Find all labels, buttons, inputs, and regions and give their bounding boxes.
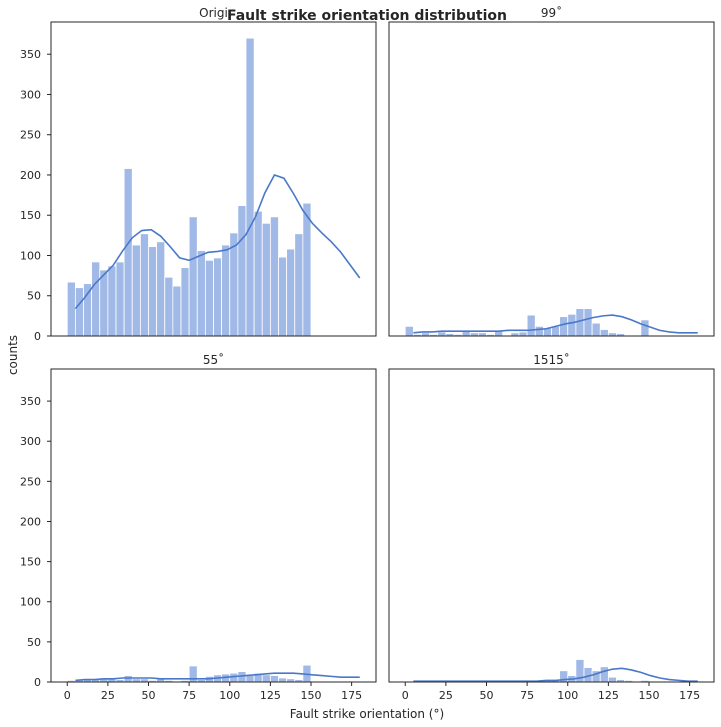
histogram-bar [156, 241, 166, 337]
panel-title: Origi [199, 6, 228, 20]
x-tick-label: 25 [439, 689, 453, 702]
histogram-bar [164, 276, 174, 337]
histogram-bar [278, 677, 288, 683]
x-tick-label: 75 [520, 689, 534, 702]
histogram-bar [286, 248, 296, 337]
histogram-bar [180, 267, 190, 337]
x-tick-label: 50 [142, 689, 156, 702]
histogram-bar [245, 675, 255, 683]
histogram-bar [253, 210, 263, 337]
y-tick-label: 200 [20, 515, 41, 528]
x-tick-label: 125 [598, 689, 619, 702]
y-tick-label: 200 [20, 169, 41, 182]
histogram-bar [139, 233, 149, 337]
histogram-bar [221, 244, 231, 337]
panel-4: 1515˚ 0 25 50 75 100 125 150 175 [388, 352, 715, 702]
histogram-bar [261, 674, 271, 683]
y-tick-label: 100 [20, 249, 41, 262]
x-tick-label: 150 [301, 689, 322, 702]
histogram-bar [269, 216, 279, 337]
y-tick-label: 300 [20, 435, 41, 448]
x-tick-label: 125 [260, 689, 281, 702]
histogram-bar [534, 325, 544, 337]
histogram-bar [518, 331, 528, 337]
panel-2: 99˚ [388, 5, 715, 337]
y-tick-label: 150 [20, 556, 41, 569]
histogram-bar [107, 265, 117, 337]
panel-title: 1515˚ [533, 352, 570, 367]
histogram-bar [188, 665, 198, 683]
histogram-bar [148, 246, 158, 337]
histogram-bar [591, 322, 601, 337]
panel-title: 55˚ [203, 352, 224, 367]
kde-line [413, 667, 698, 683]
y-tick-label: 50 [27, 290, 41, 303]
y-tick-label: 350 [20, 48, 41, 61]
figure-title: Fault strike orientation distribution [227, 8, 507, 24]
y-tick-label: 250 [20, 129, 41, 142]
x-tick-label: 100 [219, 689, 240, 702]
axes-frame [50, 368, 377, 683]
histogram-bar [607, 676, 617, 683]
y-tick-label: 0 [34, 330, 41, 343]
histogram-bar [204, 259, 214, 337]
histogram-bar [583, 308, 593, 337]
histogram-bar [123, 168, 133, 337]
panel-title: 99˚ [541, 5, 562, 20]
y-axis-label: counts [6, 335, 20, 375]
histogram-bar [640, 319, 650, 337]
panel-3: 55˚ 0 50 100 150 200 250 300 350 0 25 50 75 100 125 150… [20, 352, 377, 702]
histogram-bar [172, 285, 182, 337]
histogram-bar [91, 261, 101, 337]
x-tick-label: 75 [182, 689, 196, 702]
axes-frame [388, 368, 715, 683]
histogram-bar [261, 222, 271, 337]
histogram-bar [66, 281, 76, 337]
histogram-bar [245, 37, 255, 337]
kde-line [413, 314, 698, 334]
histogram-bar [269, 675, 279, 683]
histogram-bar [188, 216, 198, 337]
x-tick-label: 50 [480, 689, 494, 702]
y-tick-label: 50 [27, 636, 41, 649]
x-tick-label: 0 [402, 689, 409, 702]
y-tick-label: 350 [20, 395, 41, 408]
panel-1: Origi 0 50 100 150 200 250 300 350 [20, 6, 377, 343]
histogram-bar [213, 257, 223, 337]
histogram-bar [99, 269, 109, 337]
y-tick-label: 0 [34, 676, 41, 689]
histogram-bar [599, 329, 609, 337]
histogram-bar [599, 666, 609, 683]
histogram-bar [131, 244, 141, 337]
x-tick-label: 0 [64, 689, 71, 702]
x-tick-label: 175 [679, 689, 700, 702]
y-tick-label: 300 [20, 88, 41, 101]
kde-line [74, 173, 361, 310]
x-tick-label: 100 [557, 689, 578, 702]
histogram-bar [196, 250, 206, 337]
histogram-bar [526, 314, 536, 337]
axes-frame [50, 21, 377, 337]
histogram-bar [437, 331, 447, 337]
y-tick-label: 250 [20, 475, 41, 488]
x-tick-label: 175 [341, 689, 362, 702]
x-axis-label: Fault strike orientation (°) [290, 707, 444, 721]
y-tick-label: 100 [20, 596, 41, 609]
y-tick-label: 150 [20, 209, 41, 222]
histogram-bar [302, 202, 312, 337]
histogram-bar [404, 325, 414, 337]
histogram-bar [115, 261, 125, 337]
histogram-bar [278, 256, 288, 337]
histogram-bar [559, 316, 569, 337]
histogram-bar [294, 233, 304, 337]
histogram-bar [74, 287, 84, 337]
histogram-bar [83, 283, 93, 337]
x-tick-label: 25 [101, 689, 115, 702]
x-tick-label: 150 [639, 689, 660, 702]
axes-frame [388, 21, 715, 337]
histogram-bar [567, 313, 577, 337]
kde-line [75, 672, 360, 682]
histogram-bar [237, 205, 247, 337]
